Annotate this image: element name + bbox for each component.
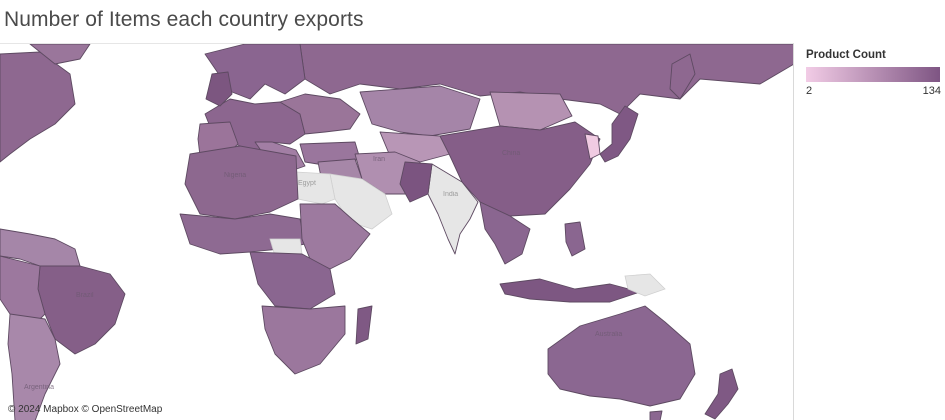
region-southern-africa[interactable] [261, 305, 346, 375]
region-mongolia[interactable] [489, 91, 573, 131]
region-greenland-area[interactable] [29, 44, 91, 65]
region-southeast-asia[interactable] [479, 201, 531, 265]
region-kamchatka[interactable] [669, 53, 696, 100]
region-new-zealand[interactable] [704, 368, 739, 420]
color-legend: Product Count 2 134 [806, 49, 941, 97]
choropleth-map[interactable]: Egypt India China Australia Brazil Iran … [0, 43, 794, 420]
region-arabia [329, 173, 393, 230]
map-attribution: © 2024 Mapbox © OpenStreetMap [8, 404, 163, 415]
region-central-africa[interactable] [249, 251, 336, 310]
chart-title: Number of Items each country exports [4, 8, 364, 31]
label-china: China [502, 150, 521, 157]
legend-title: Product Count [806, 49, 886, 61]
label-nigeria: Nigeria [224, 172, 247, 179]
region-uk[interactable] [205, 71, 233, 107]
region-russia[interactable] [299, 44, 794, 115]
label-brazil: Brazil [76, 292, 94, 299]
region-argentina[interactable] [7, 313, 61, 420]
label-australia: Australia [595, 331, 623, 338]
region-madagascar[interactable] [355, 305, 373, 345]
region-eastern-europe[interactable] [279, 93, 361, 135]
legend-max-label: 134 [922, 85, 941, 97]
region-japan[interactable] [599, 105, 639, 163]
label-argentina: Argentina [24, 384, 54, 391]
region-north-america-east[interactable] [0, 51, 76, 163]
region-tasmania[interactable] [649, 410, 663, 420]
region-east-africa[interactable] [299, 203, 371, 270]
label-iran: Iran [373, 156, 386, 163]
region-philippines[interactable] [564, 221, 586, 257]
legend-gradient-bar [806, 67, 940, 82]
legend-min-label: 2 [806, 85, 813, 97]
label-india: India [443, 191, 459, 198]
region-australia[interactable] [547, 305, 696, 407]
region-india [427, 163, 479, 255]
legend-range: 2 134 [806, 85, 941, 97]
label-egypt: Egypt [298, 180, 316, 187]
map-canvas[interactable] [0, 44, 794, 420]
region-pakistan[interactable] [399, 161, 433, 203]
region-north-africa[interactable] [184, 145, 299, 220]
region-papua [624, 273, 666, 297]
region-indonesia[interactable] [499, 278, 641, 303]
region-kazakhstan[interactable] [359, 85, 481, 137]
region-egypt [295, 171, 336, 205]
